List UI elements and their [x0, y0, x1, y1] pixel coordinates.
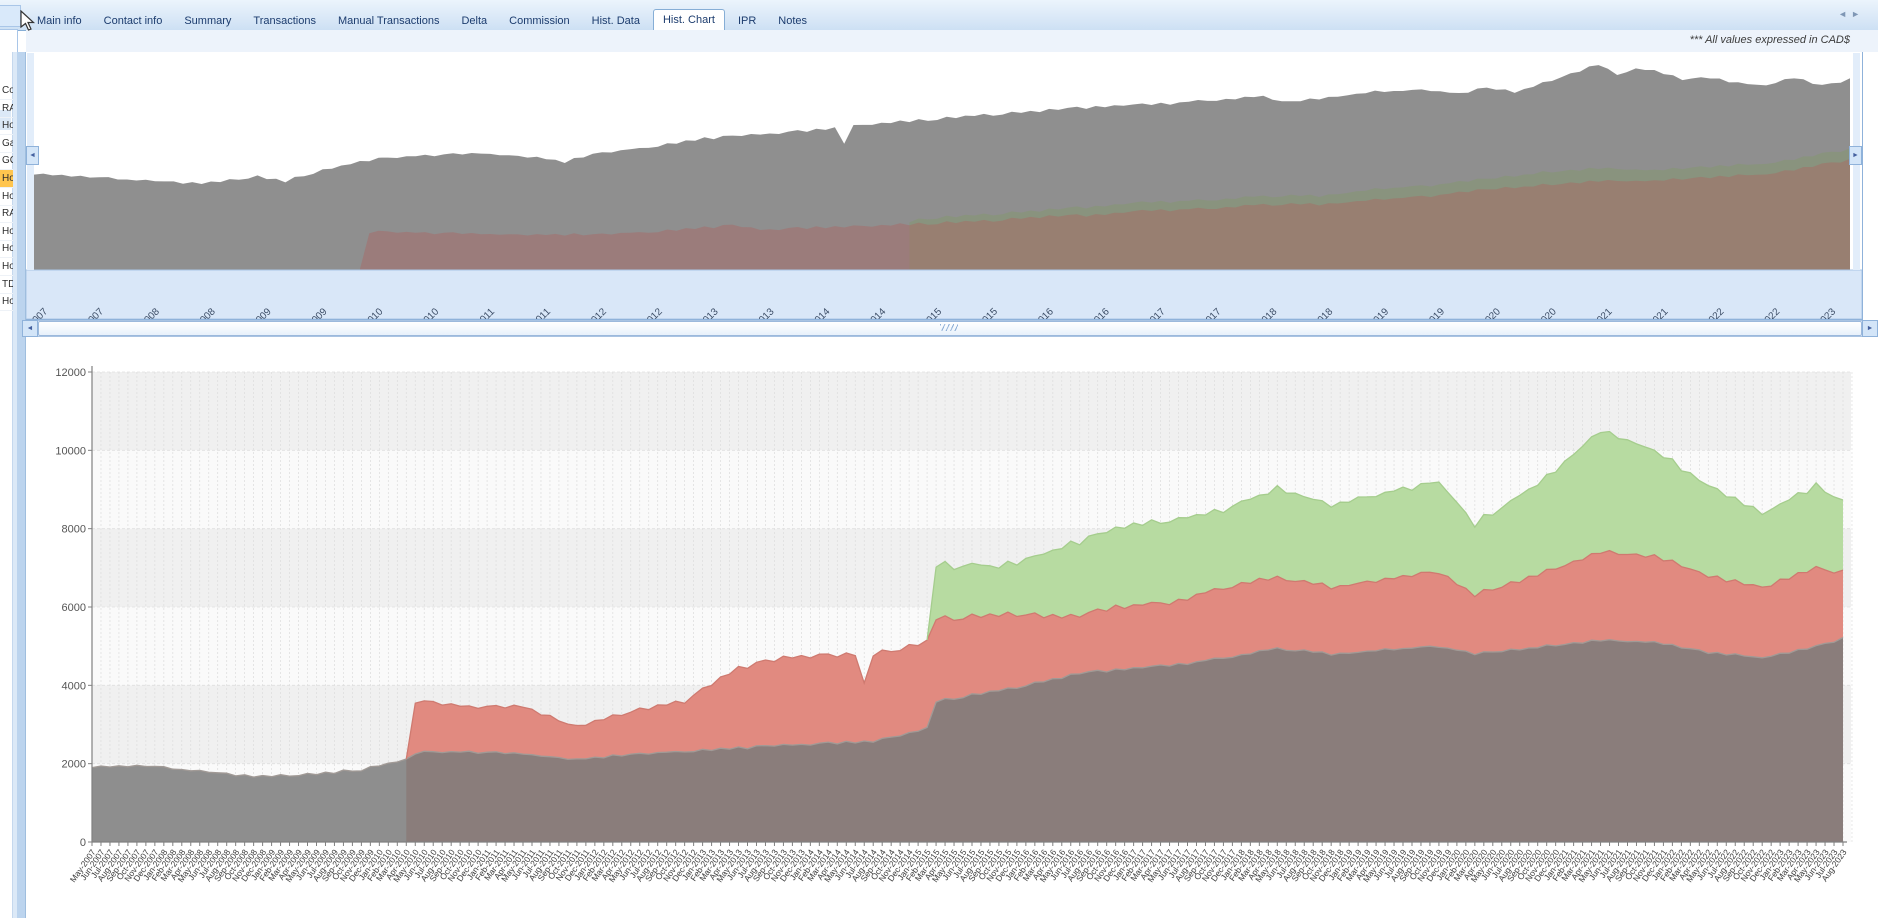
- account-list-item[interactable]: GC: [0, 152, 14, 171]
- scrollbar-left-arrow[interactable]: ◄: [22, 320, 38, 337]
- panel-splitter[interactable]: [13, 52, 26, 918]
- scrollbar-grip-icon: [940, 324, 958, 331]
- note-row: *** All values expressed in CAD$: [26, 30, 1878, 52]
- account-list-item[interactable]: Ga: [0, 135, 14, 153]
- tab-strip: Main info Contact info Summary Transactions…: [0, 0, 1878, 31]
- tab-list: Main info Contact info Summary Transactions…: [28, 8, 820, 31]
- tab-hist-chart[interactable]: Hist. Chart: [652, 9, 725, 31]
- tab-delta[interactable]: Delta: [461, 15, 488, 27]
- account-list-item[interactable]: Ho: [0, 293, 14, 312]
- tab-scroll-left-icon[interactable]: ◄: [1838, 9, 1852, 19]
- tab-main-info[interactable]: Main info: [37, 15, 82, 27]
- left-arrow-icon: ◄: [29, 152, 36, 159]
- navigator-scroll-left-button[interactable]: ◄: [26, 146, 39, 165]
- y-axis-label: 6000: [62, 602, 86, 614]
- account-list-item[interactable]: Ho: [0, 117, 14, 136]
- toolbar-fragment-2: [0, 29, 18, 53]
- y-axis-label: 12000: [55, 367, 86, 379]
- right-arrow-icon: ►: [1852, 152, 1859, 159]
- scrollbar-right-icon: ►: [1866, 325, 1874, 332]
- tab-transactions[interactable]: Transactions: [253, 15, 316, 27]
- account-list-header: [0, 110, 11, 130]
- toolbar-fragment: [0, 5, 21, 27]
- account-list-item[interactable]: RA: [0, 100, 14, 118]
- tab-notes[interactable]: Notes: [778, 15, 808, 27]
- tab-hist-data[interactable]: Hist. Data: [591, 15, 640, 27]
- account-list-item[interactable]: Ho: [0, 170, 14, 188]
- main-chart: 120001000080006000400020000May-2007Jun-2…: [55, 366, 1853, 884]
- tab-commission[interactable]: Commission: [509, 15, 570, 27]
- scrollbar-right-arrow[interactable]: ►: [1862, 320, 1878, 337]
- account-list: CoRAHoGaGCHoHoRAHoHoHoTDHo: [0, 52, 14, 918]
- y-axis-label: 2000: [62, 759, 86, 771]
- tab-summary[interactable]: Summary: [184, 15, 232, 27]
- account-list-item[interactable]: Ho: [0, 188, 14, 206]
- tab-scroll-right-icon[interactable]: ►: [1851, 9, 1864, 19]
- tab-contact-info[interactable]: Contact info: [103, 15, 163, 27]
- tab-scroll-arrows[interactable]: ◄►: [1838, 9, 1864, 19]
- account-list-item[interactable]: TD: [0, 276, 14, 294]
- tab-ipr[interactable]: IPR: [737, 15, 757, 27]
- account-list-item[interactable]: Ho: [0, 240, 14, 259]
- account-list-item[interactable]: Ho: [0, 258, 14, 276]
- account-list-item[interactable]: Co: [0, 82, 14, 100]
- account-list-item[interactable]: RA: [0, 205, 14, 224]
- scrollbar-left-icon: ◄: [26, 325, 34, 332]
- y-axis-label: 4000: [62, 680, 86, 692]
- tab-manual-transactions[interactable]: Manual Transactions: [337, 15, 440, 27]
- y-axis-label: 0: [80, 837, 86, 849]
- y-axis-label: 10000: [55, 445, 86, 457]
- navigator-scroll-right-button[interactable]: ►: [1849, 146, 1862, 165]
- mouse-cursor: [20, 10, 36, 31]
- currency-note: *** All values expressed in CAD$: [1689, 34, 1850, 46]
- y-axis-label: 8000: [62, 524, 86, 536]
- account-list-item[interactable]: Ho: [0, 223, 14, 241]
